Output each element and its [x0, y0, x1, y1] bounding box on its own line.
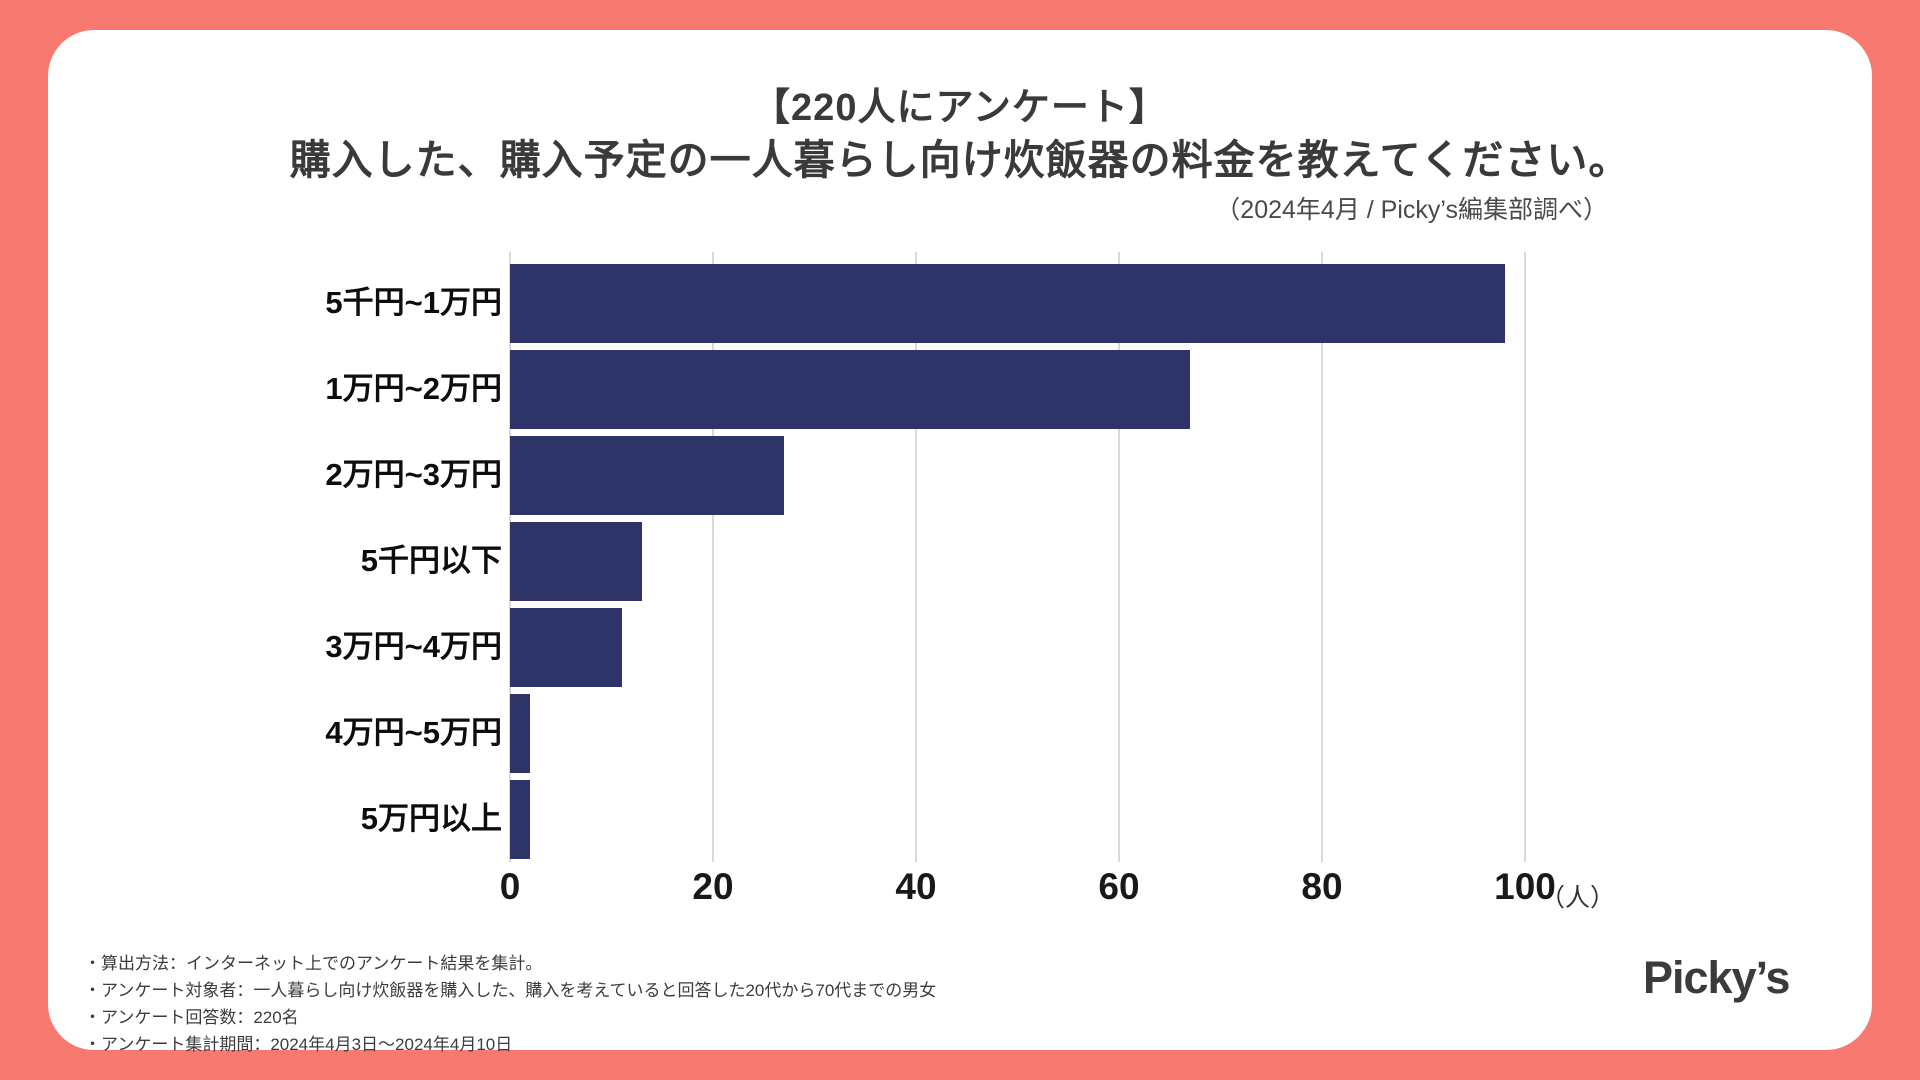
chart-card: [48, 30, 1872, 1050]
x-tick-label: 80: [1301, 866, 1343, 907]
x-tick-label: 0: [499, 866, 521, 907]
x-tick-label: 100: [1494, 866, 1556, 907]
gridline-100: [1524, 252, 1526, 862]
footer-note-line: ・算出方法：インターネット上でのアンケート結果を集計。: [84, 954, 543, 973]
bar: [510, 436, 784, 515]
category-label: 4万円~5万円: [325, 715, 502, 750]
gridline-80: [1321, 252, 1323, 862]
x-tick-label: 20: [692, 866, 734, 907]
bar: [510, 694, 530, 773]
bar: [510, 522, 642, 601]
category-label: 3万円~4万円: [325, 629, 502, 664]
x-tick-label: 40: [895, 866, 937, 907]
footer-notes: ・算出方法：インターネット上でのアンケート結果を集計。・アンケート対象者：一人暮…: [84, 950, 936, 1058]
gridline-60: [1118, 252, 1120, 862]
x-tick-label: 60: [1098, 866, 1140, 907]
footer-note-line: ・アンケート回答数：220名: [84, 1008, 299, 1027]
bar: [510, 608, 622, 687]
bar: [510, 264, 1505, 343]
gridline-40: [915, 252, 917, 862]
gridline-20: [712, 252, 714, 862]
chart-title-line1: 【220人にアンケート】: [752, 87, 1168, 129]
x-axis-unit-label: （人）: [1540, 884, 1616, 912]
footer-note-line: ・アンケート対象者：一人暮らし向け炊飯器を購入した、購入を考えていると回答した2…: [84, 981, 937, 1000]
pickys-logo: Picky’s: [1643, 952, 1790, 1003]
category-label: 5千円~1万円: [325, 285, 502, 320]
bar: [510, 350, 1190, 429]
category-label: 5万円以上: [360, 801, 502, 836]
footer-note-line: ・アンケート集計期間：2024年4月3日～2024年4月10日: [84, 1035, 513, 1054]
category-label: 5千円以下: [360, 543, 502, 578]
category-label: 1万円~2万円: [325, 371, 502, 406]
chart-subtitle: （2024年4月 / Picky’s編集部調べ）: [1215, 196, 1608, 224]
category-label: 2万円~3万円: [325, 457, 502, 492]
chart-title-line2: 購入した、購入予定の一人暮らし向け炊飯器の料金を教えてください。: [289, 137, 1631, 183]
bar: [510, 780, 530, 859]
